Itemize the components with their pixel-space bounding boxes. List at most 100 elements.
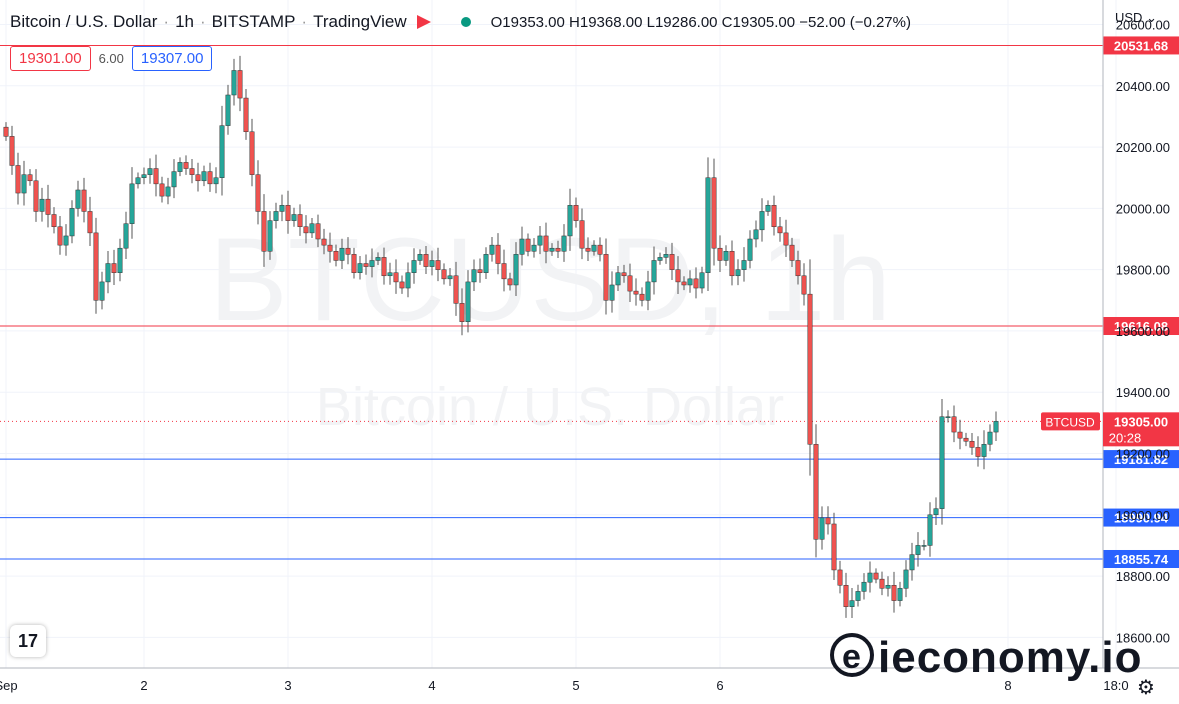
- candle[interactable]: [345, 237, 351, 265]
- candle[interactable]: [309, 218, 315, 238]
- candle[interactable]: [849, 588, 855, 619]
- candle[interactable]: [279, 194, 285, 222]
- candle[interactable]: [501, 249, 507, 292]
- candle[interactable]: [135, 172, 141, 189]
- candle[interactable]: [879, 571, 885, 596]
- candle[interactable]: [585, 237, 591, 262]
- candle[interactable]: [249, 118, 255, 187]
- candle[interactable]: [15, 152, 21, 205]
- candle[interactable]: [201, 165, 207, 187]
- candle[interactable]: [387, 262, 393, 285]
- candle[interactable]: [681, 276, 687, 291]
- candle[interactable]: [3, 122, 9, 141]
- candle[interactable]: [393, 259, 399, 294]
- candle[interactable]: [33, 169, 39, 222]
- candle[interactable]: [711, 158, 717, 266]
- candle[interactable]: [237, 55, 243, 112]
- candle[interactable]: [651, 246, 657, 295]
- candle[interactable]: [825, 506, 831, 535]
- candle[interactable]: [117, 238, 123, 282]
- candle[interactable]: [159, 176, 165, 203]
- candle[interactable]: [297, 204, 303, 236]
- candle[interactable]: [867, 561, 873, 593]
- candle[interactable]: [9, 125, 15, 175]
- candle[interactable]: [495, 233, 501, 275]
- candle[interactable]: [561, 224, 567, 262]
- candle[interactable]: [81, 177, 87, 223]
- candle[interactable]: [885, 576, 891, 597]
- candle[interactable]: [753, 220, 759, 248]
- candle[interactable]: [807, 259, 813, 476]
- candle[interactable]: [111, 249, 117, 285]
- candle[interactable]: [579, 208, 585, 260]
- candle[interactable]: [705, 157, 711, 292]
- candle[interactable]: [993, 411, 999, 441]
- candle[interactable]: [819, 506, 825, 550]
- gear-icon[interactable]: ⚙: [1137, 677, 1155, 699]
- candle[interactable]: [447, 267, 453, 286]
- candle[interactable]: [735, 259, 741, 286]
- candle[interactable]: [831, 512, 837, 581]
- candle[interactable]: [261, 194, 267, 267]
- candle[interactable]: [609, 271, 615, 313]
- candle[interactable]: [795, 250, 801, 285]
- candle[interactable]: [147, 158, 153, 184]
- candle[interactable]: [621, 264, 627, 283]
- candle[interactable]: [267, 211, 273, 260]
- candle[interactable]: [507, 272, 513, 291]
- candle[interactable]: [537, 225, 543, 255]
- candle[interactable]: [777, 216, 783, 242]
- candle[interactable]: [921, 539, 927, 551]
- candle[interactable]: [567, 188, 573, 251]
- candle[interactable]: [669, 242, 675, 280]
- candle[interactable]: [27, 169, 33, 186]
- candle[interactable]: [285, 190, 291, 234]
- candle[interactable]: [207, 162, 213, 192]
- candle[interactable]: [813, 424, 819, 558]
- candle[interactable]: [189, 159, 195, 184]
- candle[interactable]: [789, 237, 795, 267]
- candle[interactable]: [549, 243, 555, 256]
- candle[interactable]: [477, 258, 483, 283]
- candle[interactable]: [525, 233, 531, 257]
- candle[interactable]: [663, 247, 669, 264]
- candle[interactable]: [315, 214, 321, 248]
- candle[interactable]: [969, 432, 975, 455]
- candle[interactable]: [357, 256, 363, 280]
- candle[interactable]: [891, 571, 897, 613]
- candle[interactable]: [225, 84, 231, 135]
- candle[interactable]: [915, 532, 921, 567]
- candle[interactable]: [471, 259, 477, 292]
- candle[interactable]: [417, 249, 423, 265]
- candle[interactable]: [441, 263, 447, 285]
- candle[interactable]: [615, 265, 621, 292]
- candle[interactable]: [573, 197, 579, 228]
- candle[interactable]: [597, 237, 603, 262]
- candle[interactable]: [381, 247, 387, 285]
- candle[interactable]: [843, 572, 849, 618]
- candle[interactable]: [411, 248, 417, 284]
- candle[interactable]: [99, 271, 105, 310]
- candle[interactable]: [699, 266, 705, 294]
- buy-button[interactable]: 19307.00: [131, 46, 213, 71]
- candle[interactable]: [375, 252, 381, 266]
- candle[interactable]: [243, 89, 249, 140]
- candle[interactable]: [729, 240, 735, 286]
- candle[interactable]: [945, 410, 951, 423]
- currency-selector[interactable]: USD ⌄: [1115, 10, 1157, 26]
- candle[interactable]: [435, 247, 441, 282]
- candle[interactable]: [21, 160, 27, 206]
- candle[interactable]: [423, 246, 429, 275]
- candle[interactable]: [927, 502, 933, 557]
- candle[interactable]: [465, 270, 471, 333]
- candle[interactable]: [363, 254, 369, 275]
- symbol-title[interactable]: Bitcoin / U.S. Dollar: [10, 12, 158, 31]
- candle[interactable]: [741, 247, 747, 282]
- candle[interactable]: [765, 200, 771, 216]
- candle[interactable]: [459, 288, 465, 336]
- candle[interactable]: [543, 222, 549, 264]
- candle[interactable]: [801, 263, 807, 306]
- candle[interactable]: [897, 581, 903, 607]
